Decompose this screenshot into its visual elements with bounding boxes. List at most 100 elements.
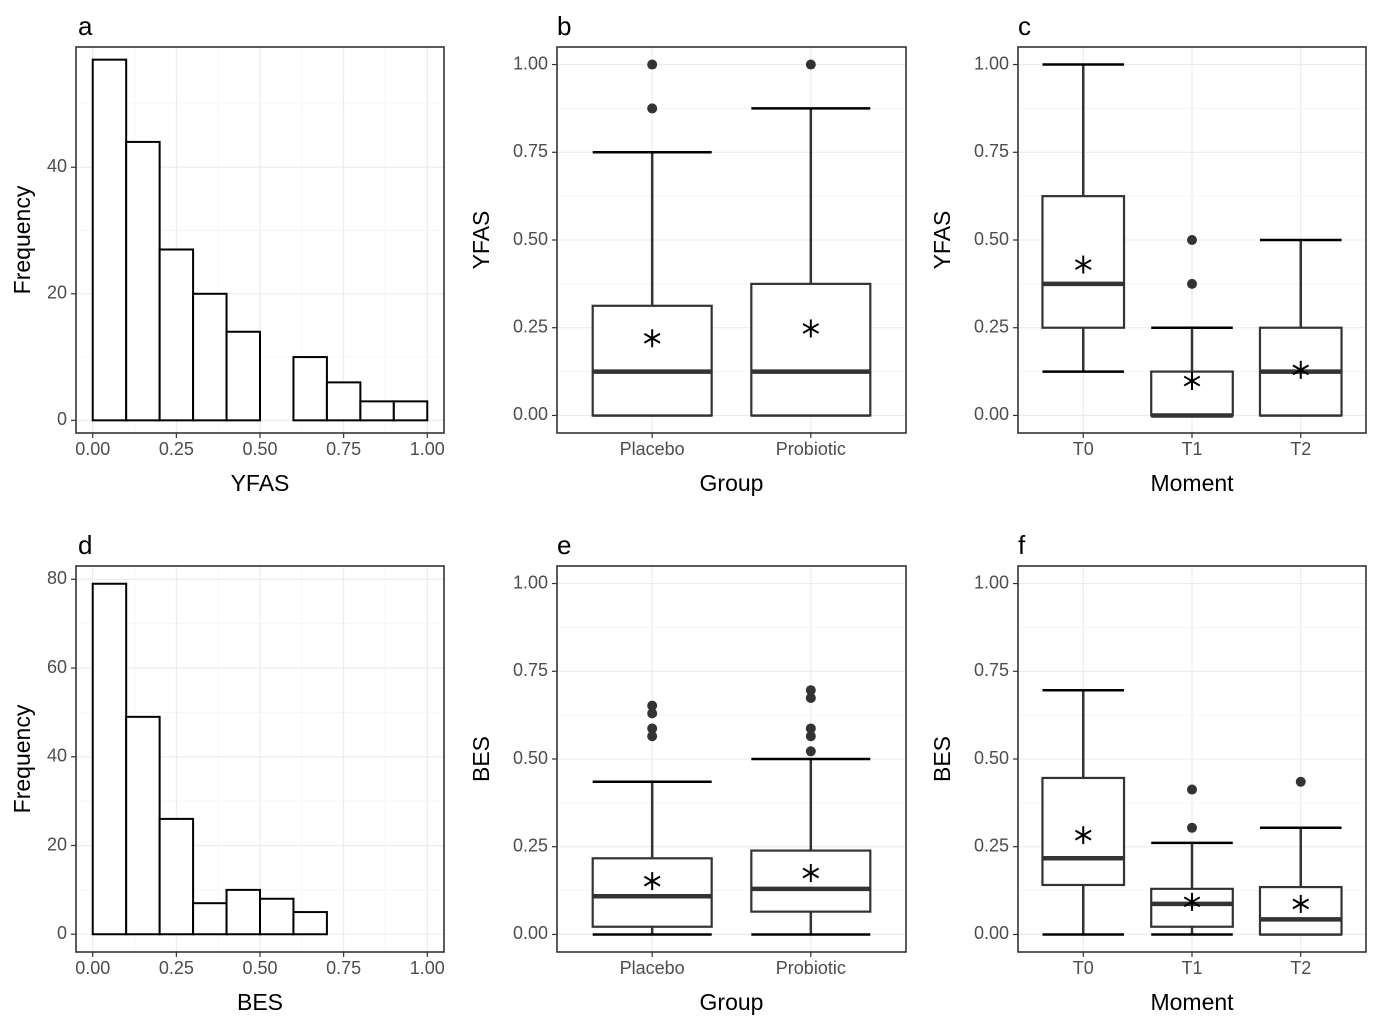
panel-e: e 0.00 0.25 0.50 0.75 1.00 Placebo Probiotic Gro… [468,530,907,1015]
mean-marker [802,319,820,338]
box [591,857,713,928]
y-axis-title: BES [929,736,955,782]
panel-label: e [557,530,571,560]
histogram-bar [225,888,261,936]
outlier-point [805,731,816,742]
y-axis-title: YFAS [468,211,494,270]
y-tick-label: 1.00 [974,572,1009,592]
y-tick-label: 0.00 [513,923,548,943]
y-tick-label: 1.00 [974,53,1009,73]
panel-label: b [557,11,571,41]
histogram-bar [91,58,128,422]
histogram-bar [392,400,429,422]
panel-f: f 0.00 0.25 0.50 0.75 1.00 T0 T1 T2 Moment BES [929,530,1367,1015]
x-tick-label: T1 [1181,439,1202,459]
x-tick-label: 1.00 [410,439,445,459]
x-tick-label: Probiotic [776,958,846,978]
y-tick-label: 0 [57,923,67,943]
y-tick-label: 0.25 [513,316,548,336]
x-tick-label: T2 [1290,439,1311,459]
y-tick-label: 0.50 [513,748,548,768]
outlier-point [1187,278,1197,289]
y-tick-label: 0.25 [513,835,548,855]
outlier-point [647,59,658,70]
mean-marker [643,329,661,348]
panel-a: a 0 20 40 0.00 0.25 0.50 0.75 1.00 YFAS Frequency [9,11,445,496]
x-tick-label: T0 [1073,439,1094,459]
outlier-point [1187,822,1197,833]
y-tick-label: 1.00 [513,572,548,592]
mean-marker [1292,894,1310,913]
outlier-point [647,103,658,114]
y-tick-label: 1.00 [513,53,548,73]
x-tick-label: T2 [1290,958,1311,978]
x-axis-title: Group [700,470,764,496]
y-tick-label: 0.25 [974,316,1009,336]
panel-label: a [78,11,93,41]
mean-marker [1183,892,1201,911]
x-tick-label: 0.00 [75,439,110,459]
panel-c: c 0.00 0.25 0.50 0.75 1.00 T0 T1 T2 Moment YFAS [929,11,1367,496]
outlier-point [805,685,816,696]
histogram-bar [359,400,395,422]
x-tick-label: Probiotic [776,439,846,459]
histogram-bar [192,292,228,422]
y-axis-title: Frequency [9,704,35,813]
x-tick-label: Placebo [620,439,685,459]
x-tick-label: 0.75 [326,439,361,459]
histogram-bar [259,897,295,936]
histogram-bar [158,248,195,422]
outlier-point [805,692,816,703]
panel-d: d 0 20 40 60 80 0.00 0.25 0.50 0.75 1.00 BES Frequen… [9,530,445,1015]
mean-marker [802,864,820,883]
box [591,304,713,417]
x-tick-label: 0.00 [75,958,110,978]
x-axis-title: Moment [1150,989,1234,1015]
outlier-point [1295,776,1306,787]
y-tick-label: 0.25 [974,835,1009,855]
x-tick-label: 0.25 [159,958,194,978]
y-tick-label: 40 [47,156,67,176]
mean-marker [1074,255,1092,274]
histogram-bar [158,817,195,936]
y-tick-label: 0 [57,409,67,429]
mean-marker [1292,360,1310,379]
x-tick-label: Placebo [620,958,685,978]
histogram-bar [292,356,328,422]
outlier-point [1187,235,1197,245]
y-tick-label: 0.50 [974,229,1009,249]
histogram-bar [325,381,362,422]
y-tick-label: 60 [47,657,67,677]
box [750,282,872,417]
y-axis-title: BES [468,736,494,782]
mean-marker [643,872,661,891]
y-tick-label: 0.50 [513,229,548,249]
x-axis-title: YFAS [231,470,290,496]
histogram-bar [292,911,328,936]
histogram-bar [125,715,161,936]
y-tick-label: 0.00 [513,404,548,424]
outlier-point [805,723,816,734]
x-tick-label: T1 [1181,958,1202,978]
x-tick-label: 0.50 [242,958,277,978]
x-tick-label: 1.00 [410,958,445,978]
histogram-bar [225,330,261,422]
y-tick-label: 0.75 [974,141,1009,161]
x-tick-label: T0 [1073,958,1094,978]
histogram-bar [91,582,128,936]
x-axis-title: Group [700,989,764,1015]
panel-label: f [1018,530,1026,560]
y-tick-label: 0.00 [974,923,1009,943]
y-axis-title: Frequency [9,185,35,294]
outlier-point [647,700,658,711]
x-tick-label: 0.50 [242,439,277,459]
y-tick-label: 80 [47,568,67,588]
outlier-point [647,731,658,742]
outlier-point [647,708,658,719]
x-tick-label: 0.75 [326,958,361,978]
y-tick-label: 0.75 [513,660,548,680]
outlier-point [805,59,816,70]
panel-b: b 0.00 0.25 0.50 0.75 1.00 Placebo Probiotic Gro… [468,11,907,496]
y-axis-title: YFAS [929,211,955,270]
